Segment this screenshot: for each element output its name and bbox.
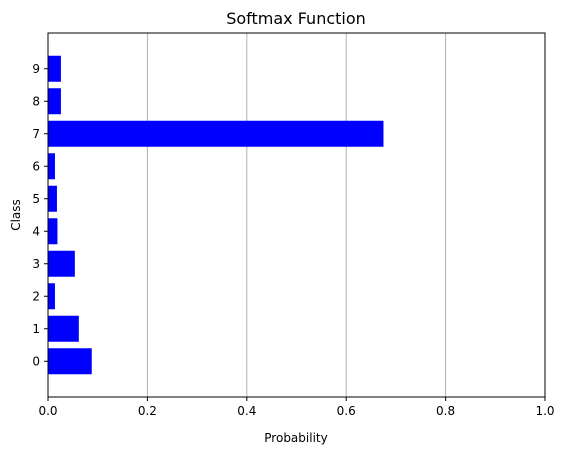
y-tick-label-6: 6: [32, 159, 40, 173]
plot-area-background: [48, 33, 545, 397]
x-tick-label-3: 0.6: [337, 404, 356, 418]
y-axis-label: Class: [9, 199, 23, 231]
y-tick-label-8: 8: [32, 94, 40, 108]
chart-title: Softmax Function: [226, 9, 366, 28]
x-tick-label-2: 0.4: [237, 404, 256, 418]
bar-class-4: [48, 218, 57, 244]
x-axis-label: Probability: [264, 431, 327, 445]
x-tick-label-5: 1.0: [535, 404, 554, 418]
bar-class-3: [48, 251, 75, 277]
x-tick-label-1: 0.2: [138, 404, 157, 418]
x-tick-label-4: 0.8: [436, 404, 455, 418]
bar-class-6: [48, 153, 55, 179]
y-tick-label-1: 1: [32, 322, 40, 336]
bar-class-2: [48, 283, 55, 309]
y-tick-label-2: 2: [32, 289, 40, 303]
x-tick-label-0: 0.0: [38, 404, 57, 418]
bar-class-0: [48, 348, 92, 374]
y-tick-label-3: 3: [32, 257, 40, 271]
bar-class-1: [48, 316, 79, 342]
bar-class-5: [48, 186, 57, 212]
y-tick-label-7: 7: [32, 127, 40, 141]
y-tick-label-4: 4: [32, 224, 40, 238]
bar-class-9: [48, 56, 61, 82]
bar-class-7: [48, 121, 383, 147]
y-tick-label-5: 5: [32, 192, 40, 206]
bar-class-8: [48, 88, 61, 114]
y-tick-label-0: 0: [32, 354, 40, 368]
y-tick-label-9: 9: [32, 62, 40, 76]
